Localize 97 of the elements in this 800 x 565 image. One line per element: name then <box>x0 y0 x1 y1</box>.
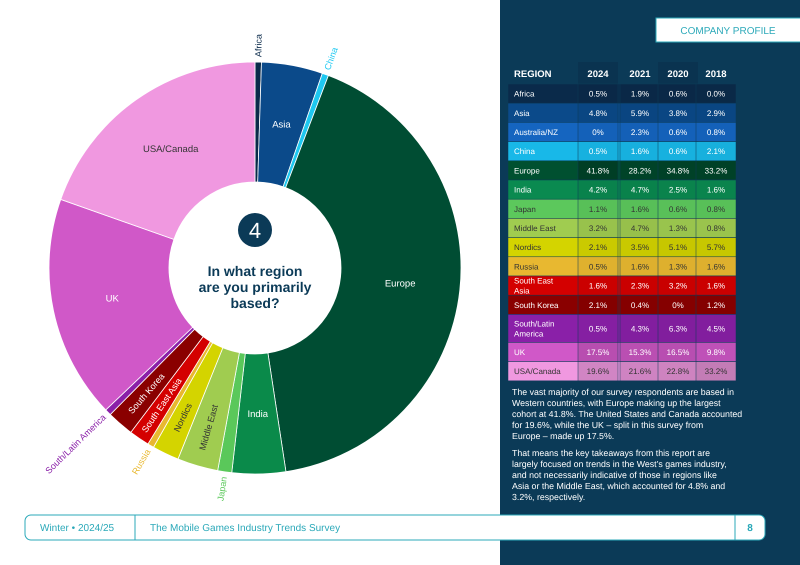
y-tick-label: South/Latin America <box>514 319 554 338</box>
x-tick-label: 2024 <box>587 69 610 80</box>
data-label: 2.9% <box>706 108 726 118</box>
y-tick-label: Nordics <box>514 243 542 252</box>
data-label: 4.2% <box>588 186 608 195</box>
text: The vast majority of our survey respondents are based in Western countries, with Europe making up the largest cohort at 41.8%. The United States and Canada accounted for 19.6%, while the UK – split in this survey from Europe – made up 17.5%. <box>512 386 742 441</box>
data-label: 9.8% <box>706 348 726 357</box>
y-tick-label: China <box>514 147 536 156</box>
data-label: 5.7% <box>706 243 726 252</box>
data-label: 0.8% <box>706 128 726 137</box>
slice-label: Middle East <box>197 402 220 452</box>
data-label: 4.3% <box>630 324 650 334</box>
data-label: 0.8% <box>706 204 726 214</box>
data-label: 1.6% <box>706 282 726 291</box>
y-tick-label: Australia/NZ <box>514 128 558 137</box>
data-label: 3.2% <box>668 282 688 291</box>
data-label: 0% <box>592 128 604 137</box>
data-label: 2.1% <box>706 147 726 156</box>
y-axis-title: REGION <box>514 69 552 80</box>
y-tick-label: Europe <box>514 166 540 176</box>
text: The Mobile Games Industry Trends Survey <box>150 523 340 534</box>
y-tick-label: Middle East <box>514 224 557 233</box>
slice-label: Asia <box>272 119 292 130</box>
data-label: 2.1% <box>588 300 608 310</box>
data-label: 5.1% <box>668 243 688 252</box>
data-label: 4.5% <box>706 324 726 334</box>
data-label: 2.5% <box>668 186 688 195</box>
x-tick-label: 2021 <box>629 69 652 80</box>
data-label: 4.8% <box>588 108 608 118</box>
data-label: 0.6% <box>668 147 688 156</box>
slice-label: USA/Canada <box>142 144 200 155</box>
text: COMPANY PROFILE <box>680 26 776 37</box>
y-tick-label: Russia <box>514 262 540 272</box>
slice-label: China <box>322 46 340 72</box>
data-label: 0.6% <box>668 204 688 214</box>
data-label: 2.1% <box>588 243 608 252</box>
data-label: 1.6% <box>706 186 726 195</box>
slice-label: Africa <box>253 34 264 58</box>
y-tick-label: South Korea <box>514 300 560 310</box>
data-label: 0.5% <box>588 147 608 156</box>
data-label: 19.6% <box>586 367 610 376</box>
data-label: 0.8% <box>706 224 726 233</box>
y-tick-label: UK <box>514 348 526 357</box>
data-label: 0.4% <box>630 300 650 310</box>
data-label: 0.6% <box>668 128 688 137</box>
data-label: 2.3% <box>630 282 650 291</box>
y-tick-label: Africa <box>514 90 535 99</box>
text: Winter • 2024/25 <box>40 523 115 534</box>
text: 8 <box>747 523 754 534</box>
text: That means the key takeaways from this report are largely focused on trends in the West’s games industry, and not necessarily indicative of those in regions like Asia or the Middle East, which accounted for 4.8% and 3.2%, respectively. <box>512 448 727 502</box>
slice-label: Japan <box>215 476 229 502</box>
text: 4 <box>248 218 262 243</box>
data-label: 33.2% <box>704 367 728 376</box>
data-label: 1.6% <box>630 204 650 214</box>
data-label: 3.5% <box>630 243 650 252</box>
data-label: 1.3% <box>668 262 688 272</box>
data-label: 2.3% <box>630 128 650 137</box>
y-tick-label: South East Asia <box>514 276 554 296</box>
data-label: 33.2% <box>704 166 728 176</box>
data-label: 1.6% <box>706 262 726 272</box>
text: In what region are you primarily based? <box>198 263 312 311</box>
data-label: 1.2% <box>706 300 726 310</box>
data-label: 15.3% <box>628 348 652 357</box>
data-label: 1.6% <box>588 282 608 291</box>
data-label: 4.7% <box>630 186 650 195</box>
data-label: 1.6% <box>630 262 650 272</box>
data-label: 1.6% <box>630 147 650 156</box>
data-label: 1.1% <box>588 204 608 214</box>
x-tick-label: 2018 <box>705 69 727 80</box>
data-label: 0.5% <box>588 324 608 334</box>
x-tick-label: 2020 <box>667 69 689 80</box>
data-label: 21.6% <box>628 367 652 376</box>
data-label: 3.2% <box>588 224 608 233</box>
y-tick-label: Asia <box>514 108 530 118</box>
data-label: 3.8% <box>668 108 688 118</box>
data-label: 0.0% <box>706 90 726 99</box>
data-label: 1.3% <box>668 224 688 233</box>
data-label: 28.2% <box>628 166 652 176</box>
slice-label: UK <box>106 294 120 305</box>
data-label: 5.9% <box>630 108 650 118</box>
data-label: 0% <box>672 300 684 310</box>
data-label: 0.6% <box>668 90 688 99</box>
data-label: 0.5% <box>588 262 608 272</box>
data-label: 1.9% <box>630 90 650 99</box>
data-label: 0.5% <box>588 90 608 99</box>
y-tick-label: Japan <box>514 204 536 214</box>
slice-label: Europe <box>384 278 416 290</box>
data-label: 4.7% <box>630 224 650 233</box>
y-tick-label: India <box>514 186 532 195</box>
data-label: 41.8% <box>586 166 610 176</box>
data-label: 22.8% <box>666 367 690 376</box>
data-label: 17.5% <box>586 348 610 357</box>
data-label: 16.5% <box>666 348 690 357</box>
data-label: 34.8% <box>666 166 690 176</box>
data-label: 6.3% <box>668 324 688 334</box>
y-tick-label: USA/Canada <box>514 367 562 376</box>
slice-label: India <box>247 408 269 420</box>
